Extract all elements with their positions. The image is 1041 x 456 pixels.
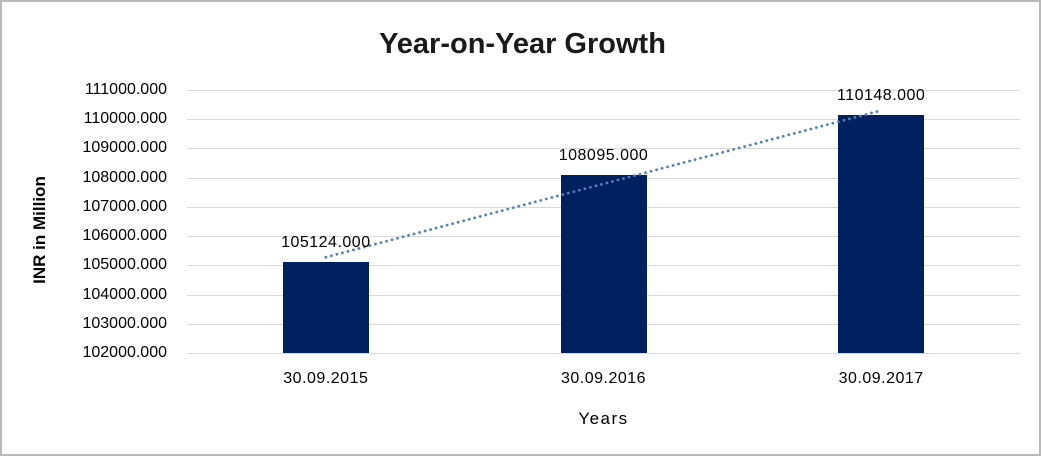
x-axis-title: Years [578, 409, 629, 428]
y-tick-label: 109000.000 [82, 139, 167, 157]
y-tick-label: 102000.000 [82, 344, 167, 361]
y-tick-label: 104000.000 [82, 285, 167, 303]
bar-30.09.2016 [560, 174, 647, 353]
bar-30.09.2015 [282, 261, 369, 353]
y-tick-label: 105000.000 [82, 256, 167, 274]
x-tick-label: 30.09.2016 [560, 370, 647, 387]
y-tick-label: 110000.000 [83, 110, 167, 128]
x-tick-label: 30.09.2017 [838, 370, 924, 387]
gridline [187, 353, 1020, 354]
y-tick-label: 111000.000 [84, 81, 167, 98]
y-tick-label: 103000.000 [82, 314, 167, 332]
data-label: 105124.000 [281, 233, 371, 251]
y-tick-label: 106000.000 [82, 227, 167, 245]
chart-title: Year-on-Year Growth [379, 28, 666, 60]
x-tick-label: 30.09.2015 [283, 370, 369, 387]
plot-area [187, 90, 1020, 354]
y-tick-label: 107000.000 [82, 197, 167, 215]
data-label: 110148.000 [836, 86, 926, 104]
bar-30.09.2017 [838, 114, 925, 353]
data-label: 108095.000 [558, 146, 649, 164]
gridline [187, 90, 1020, 91]
y-tick-label: 108000.000 [82, 168, 167, 186]
